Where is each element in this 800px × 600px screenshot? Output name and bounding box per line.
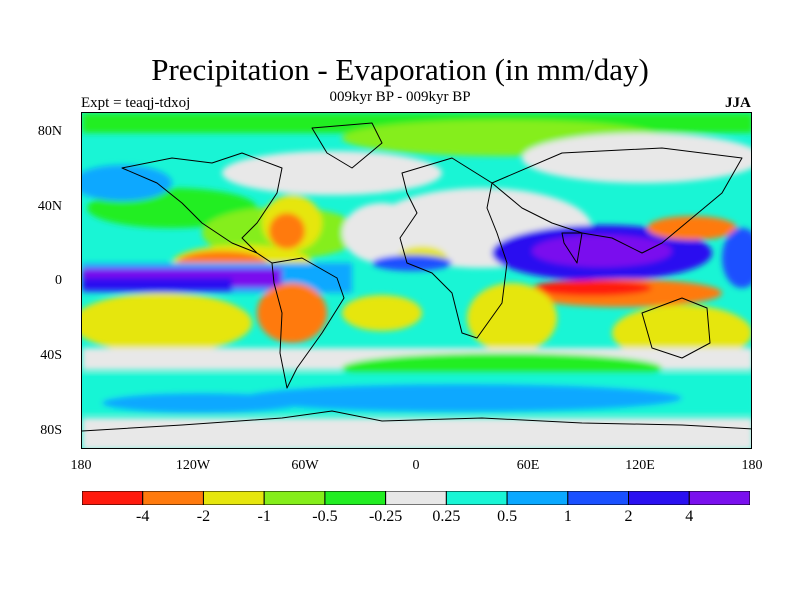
colorbar-swatch [506,491,569,505]
lat-tick-label: 40N [37,199,62,214]
colorbar-swatch [628,491,690,505]
colorbar-swatch [142,491,204,505]
colorbar-swatch [202,491,265,505]
lon-tick-label: 180 [70,458,92,473]
season-label: JJA [725,95,751,111]
map-field [82,113,751,448]
colorbar-swatch [324,491,387,505]
lon-tick-label: 180 [741,458,763,473]
colorbar-swatch [567,491,630,505]
colorbar-label: 0.25 [432,508,461,525]
lat-tick-label: 80S [40,423,62,438]
lon-tick-label: 0 [412,458,420,473]
lat-tick-label: 0 [55,273,62,288]
colorbar-label: -0.5 [312,508,338,525]
lon-tick-label: 120E [625,458,655,473]
colorbar-label: -2 [196,508,211,525]
map-title: Precipitation - Evaporation (in mm/day) [151,52,649,87]
map-subtitle: 009kyr BP - 009kyr BP [329,89,471,105]
precip-evap-map [81,112,752,449]
colorbar-label: -0.25 [368,508,403,525]
colorbar [82,491,750,505]
colorbar-swatch [445,491,508,505]
lon-tick-label: 120W [175,458,211,473]
colorbar-label: -1 [257,508,271,525]
lat-tick-label: 80N [37,124,62,139]
colorbar-swatch [82,491,144,505]
colorbar-label: 0.5 [497,508,518,525]
colorbar-swatch [385,491,447,505]
colorbar-label: 1 [563,508,572,525]
colorbar-swatch [263,491,326,505]
lon-tick-label: 60W [291,458,319,473]
colorbar-swatch [688,491,750,505]
lon-tick-label: 60E [516,458,540,473]
colorbar-label: 2 [624,508,633,525]
lat-tick-label: 40S [40,348,62,363]
experiment-label: Expt = teaqj-tdxoj [81,95,191,111]
colorbar-label: 4 [685,508,694,525]
colorbar-label: -4 [136,508,150,525]
